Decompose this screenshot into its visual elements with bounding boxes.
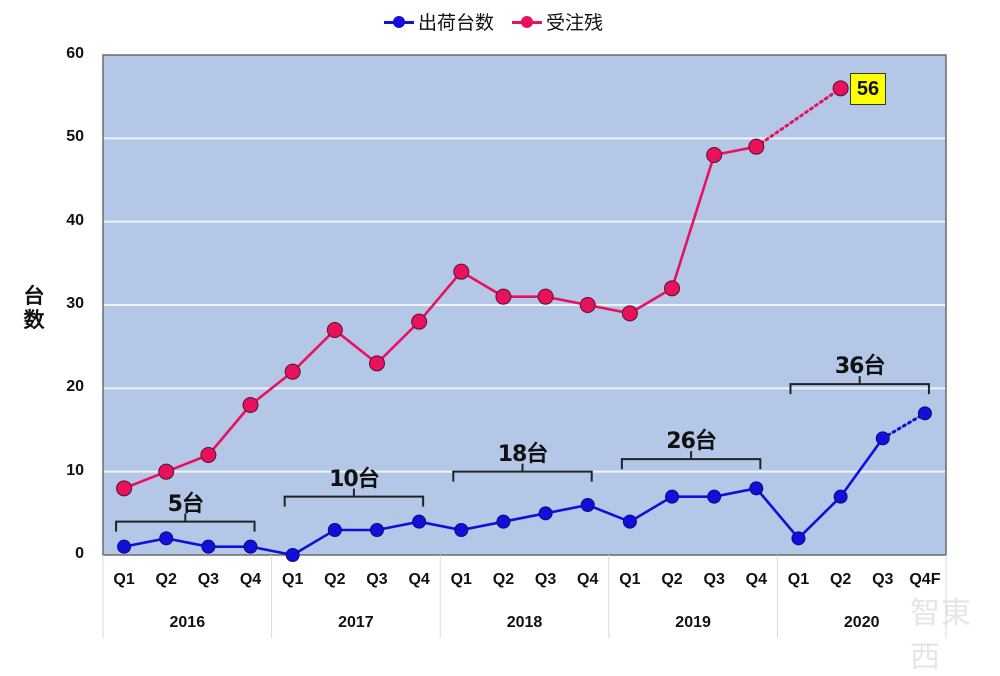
data-point	[159, 531, 174, 546]
x-tick-label: Q4	[745, 571, 767, 588]
data-point	[791, 531, 806, 546]
data-point	[326, 322, 343, 338]
legend-label-shipments: 出荷台数	[418, 12, 495, 34]
data-point	[242, 397, 259, 413]
year-label: 2019	[675, 614, 711, 631]
x-tick-label: Q1	[282, 571, 304, 588]
legend-blue-marker-icon	[384, 15, 414, 28]
x-tick-label: Q4	[408, 571, 430, 588]
bracket-label: 10台	[329, 466, 380, 492]
data-point	[875, 431, 890, 446]
plot-border	[102, 54, 947, 556]
bracket-label: 36台	[834, 354, 886, 380]
y-tick-label: 20	[66, 378, 84, 396]
bracket-label: 5台	[167, 491, 204, 517]
x-tick-label: Q2	[155, 571, 177, 588]
x-tick-label: Q4F	[909, 571, 941, 588]
x-tick-label: Q3	[872, 571, 894, 588]
data-point	[158, 463, 175, 480]
bracket-label: 18台	[497, 441, 549, 467]
data-point	[454, 523, 469, 537]
y-tick-label: 30	[66, 295, 84, 312]
data-point	[412, 514, 427, 529]
data-point	[621, 305, 638, 322]
x-tick-label: Q2	[324, 571, 346, 588]
data-point	[453, 263, 470, 280]
series-forecast-line-0	[881, 411, 927, 440]
x-tick-label: Q3	[197, 571, 220, 588]
data-point	[368, 355, 385, 372]
x-tick-label: Q1	[787, 571, 810, 588]
data-point	[833, 489, 848, 504]
series-line-1	[123, 145, 757, 490]
x-tick-label: Q3	[366, 571, 388, 588]
data-point	[917, 406, 932, 421]
x-tick-label: Q3	[703, 571, 725, 588]
watermark: 智東西	[910, 596, 972, 675]
year-label: 2016	[169, 614, 206, 631]
legend-magenta-marker-icon	[512, 15, 543, 28]
data-point	[284, 363, 301, 380]
x-tick-label: Q1	[113, 571, 135, 588]
data-point	[538, 506, 553, 521]
data-point	[832, 80, 849, 97]
data-point	[579, 297, 596, 313]
y-tick-label: 60	[66, 45, 84, 62]
data-point	[665, 489, 680, 504]
x-tick-label: Q4	[577, 571, 599, 588]
bracket-label: 26台	[666, 429, 717, 455]
y-axis-title: 台 数	[22, 284, 46, 332]
x-tick-label: Q1	[450, 571, 472, 588]
bracket	[452, 463, 593, 482]
bracket	[283, 488, 425, 507]
year-label: 2018	[506, 614, 543, 631]
bracket	[115, 513, 256, 532]
legend-item-shipments[interactable]: 出荷台数	[384, 8, 494, 35]
data-point	[537, 288, 554, 305]
x-tick-label: Q1	[619, 571, 641, 588]
data-point	[664, 280, 681, 297]
legend: 出荷台数 受注残	[384, 8, 603, 35]
x-tick-label: Q2	[492, 571, 515, 588]
data-point	[495, 288, 512, 305]
y-axis-title-line2: 数	[23, 308, 45, 332]
y-tick-label: 10	[66, 461, 84, 479]
series-forecast-line-1	[754, 86, 843, 149]
y-tick-label: 0	[75, 545, 84, 562]
legend-label-backlog: 受注残	[546, 12, 604, 34]
data-point	[200, 447, 217, 463]
data-point	[117, 539, 132, 554]
data-point	[580, 498, 595, 512]
bracket	[789, 376, 930, 395]
legend-item-backlog[interactable]: 受注残	[512, 8, 603, 35]
data-point	[748, 138, 765, 155]
data-point	[201, 539, 216, 554]
x-tick-label: Q3	[534, 571, 557, 588]
value-callout-56: 56	[850, 73, 886, 105]
data-point	[707, 489, 722, 504]
data-point	[285, 548, 300, 562]
x-tick-label: Q2	[661, 571, 683, 588]
bracket	[620, 451, 762, 470]
data-point	[369, 523, 384, 537]
y-axis-title-line1: 台	[23, 284, 45, 308]
data-point	[327, 523, 342, 537]
line-chart	[102, 54, 947, 638]
x-tick-label: Q2	[829, 571, 852, 588]
y-tick-label: 40	[66, 211, 84, 229]
year-label: 2017	[338, 614, 374, 631]
data-point	[706, 147, 723, 163]
year-label: 2020	[843, 614, 880, 631]
data-point	[243, 539, 258, 554]
y-tick-label: 50	[66, 128, 84, 146]
data-point	[116, 480, 133, 497]
x-tick-label: Q4	[239, 571, 262, 588]
data-point	[622, 514, 637, 529]
data-point	[411, 313, 428, 330]
data-point	[496, 514, 511, 529]
data-point	[749, 481, 764, 496]
